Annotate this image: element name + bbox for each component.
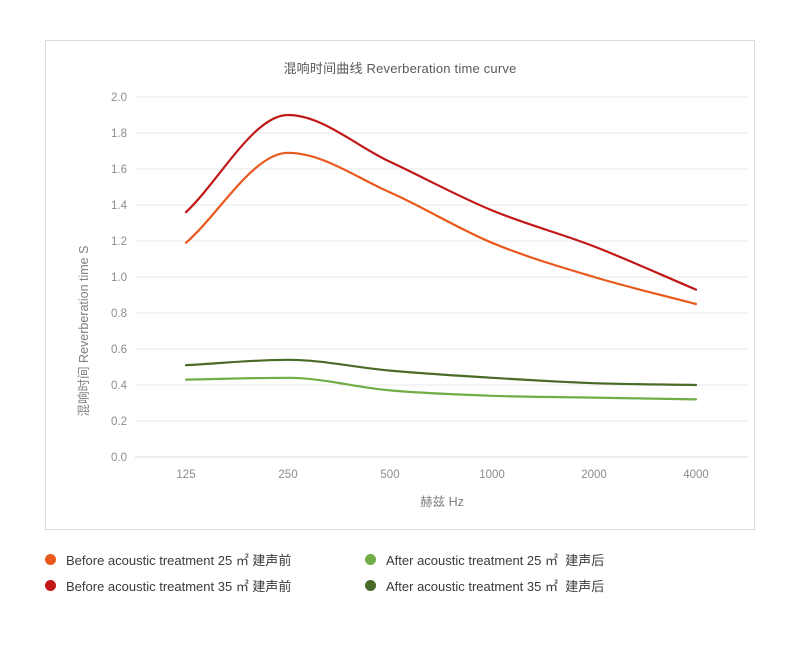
legend-swatch-after-35-icon xyxy=(365,580,376,591)
y-tick-label: 1.6 xyxy=(111,164,127,176)
y-tick-label: 1.2 xyxy=(111,236,127,248)
gridlines xyxy=(135,96,748,458)
legend-item-before-25[interactable]: Before acoustic treatment 25 ㎡ 建声前 xyxy=(45,551,291,568)
legend-swatch-after-25-icon xyxy=(365,554,376,565)
y-tick-label: 0.0 xyxy=(111,452,127,464)
y-tick-label: 0.4 xyxy=(111,380,128,392)
legend-swatch-before-35-icon xyxy=(45,580,56,591)
plot-svg: 0.0 0.2 0.4 0.6 0.8 1.0 1.2 1.4 1.6 1.8 2.0 125 250… xyxy=(76,92,748,509)
x-tick-label: 125 xyxy=(176,469,195,481)
legend-item-before-35[interactable]: Before acoustic treatment 35 ㎡ 建声前 xyxy=(45,577,291,594)
legend-column-right: After acoustic treatment 25 ㎡ 建声后 After … xyxy=(365,551,604,594)
y-tick-label: 0.6 xyxy=(111,344,127,356)
series-line-2 xyxy=(184,376,698,401)
y-tick-label: 1.4 xyxy=(111,200,128,212)
y-tick-label: 2.0 xyxy=(111,92,127,104)
y-tick-label: 0.8 xyxy=(111,308,127,320)
chart-title: 混响时间曲线 Reverberation time curve xyxy=(283,61,517,76)
x-tick-label: 500 xyxy=(380,469,399,481)
y-tick-label: 0.2 xyxy=(111,416,127,428)
legend-label-after-25: After acoustic treatment 25 ㎡ 建声后 xyxy=(386,553,605,568)
x-tick-label: 1000 xyxy=(479,469,505,481)
legend-column-left: Before acoustic treatment 25 ㎡ 建声前 Befor… xyxy=(45,551,291,594)
series-line-1 xyxy=(184,113,698,291)
series-line-3 xyxy=(184,358,698,387)
legend-label-before-35: Before acoustic treatment 35 ㎡ 建声前 xyxy=(66,579,292,594)
series-line-0 xyxy=(184,151,698,306)
series-lines xyxy=(184,113,698,401)
x-tick-label: 250 xyxy=(278,469,297,481)
x-tick-label: 4000 xyxy=(683,469,709,481)
chart-card: 混响时间曲线 Reverberation time curve 0.0 0.2 0.… xyxy=(45,40,755,530)
legend-label-before-25: Before acoustic treatment 25 ㎡ 建声前 xyxy=(66,553,292,568)
legend-item-after-25[interactable]: After acoustic treatment 25 ㎡ 建声后 xyxy=(365,551,604,568)
y-tick-label: 1.0 xyxy=(111,272,127,284)
x-tick-labels: 125 250 500 1000 2000 4000 xyxy=(176,469,708,481)
x-axis-title: 赫兹 Hz xyxy=(420,495,464,509)
legend-swatch-before-25-icon xyxy=(45,554,56,565)
legend-label-after-35: After acoustic treatment 35 ㎡ 建声后 xyxy=(386,579,605,594)
legend-item-after-35[interactable]: After acoustic treatment 35 ㎡ 建声后 xyxy=(365,577,604,594)
x-tick-label: 2000 xyxy=(581,469,607,481)
y-tick-labels: 0.0 0.2 0.4 0.6 0.8 1.0 1.2 1.4 1.6 1.8 2.0 xyxy=(111,92,128,464)
y-tick-label: 1.8 xyxy=(111,128,127,140)
y-axis-title: 混响时间 Reverberation time S xyxy=(76,246,91,417)
